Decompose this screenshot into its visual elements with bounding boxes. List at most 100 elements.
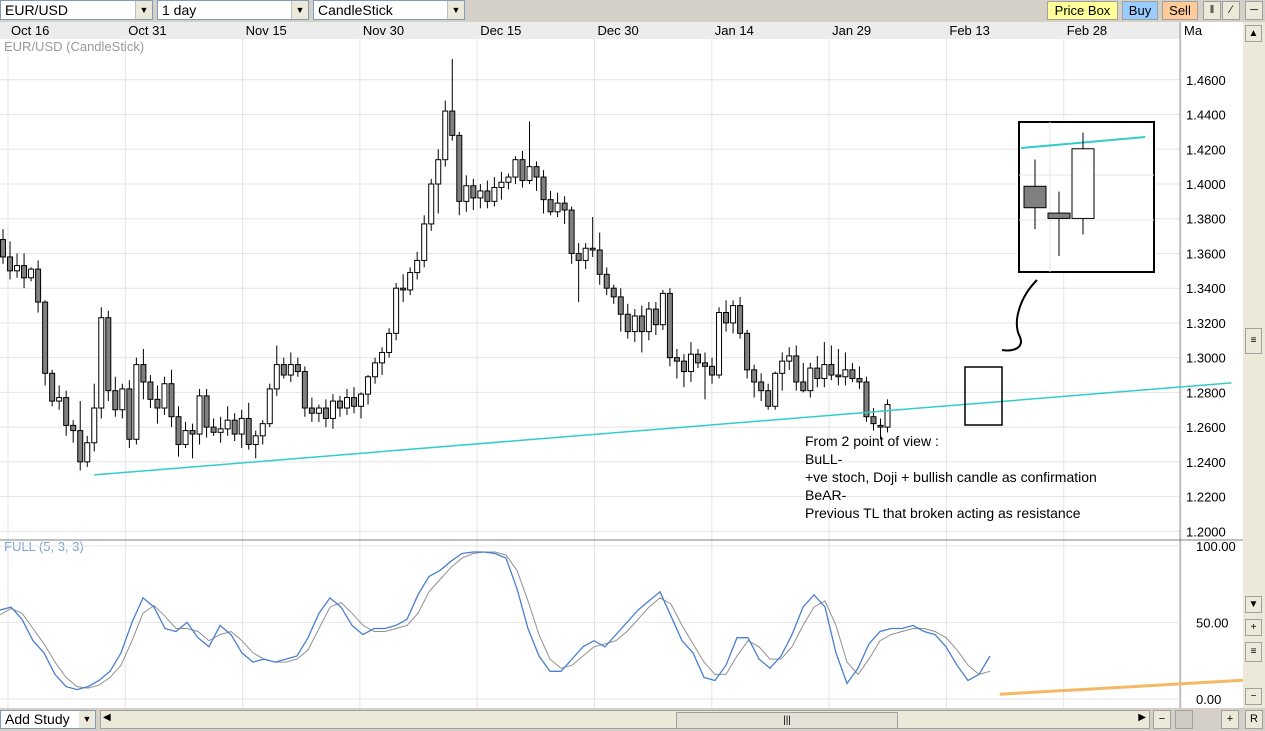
price-box-button[interactable]: Price Box: [1047, 1, 1118, 20]
scroll-thumb[interactable]: ≡: [1245, 328, 1262, 354]
vertical-scrollbar[interactable]: ▲ ≡ ▼ + ≡ −: [1243, 22, 1265, 708]
price-axis-labels: 1.2000 1.2200 1.2400 1.2600 1.2800 1.3000 1.32…: [1186, 73, 1226, 540]
candle: [758, 373, 765, 402]
chart-area[interactable]: Oct 16 Oct 31 Nov 15 Nov 30 Dec 15 Dec 30 Jan …: [0, 22, 1265, 708]
bottom-bar: Add Study ▼ ◀ ||| ▶ − + R: [0, 708, 1265, 731]
buy-button[interactable]: Buy: [1122, 1, 1158, 20]
pane-splitter[interactable]: ≡: [1245, 642, 1262, 662]
candle: [828, 345, 835, 381]
candle: [456, 131, 463, 216]
inset-candle: [1047, 191, 1071, 256]
candle: [379, 347, 386, 376]
chart-style-select[interactable]: CandleStick ▼: [313, 0, 465, 20]
candle: [35, 260, 42, 313]
candle: [723, 300, 730, 332]
candle: [343, 388, 350, 415]
candle: [140, 348, 147, 400]
candle: [217, 416, 224, 443]
chevron-down-icon[interactable]: ▼: [135, 1, 152, 19]
candle: [294, 357, 301, 377]
chevron-down-icon[interactable]: ▼: [79, 711, 95, 728]
candles-layer: [0, 58, 891, 471]
candle: [224, 406, 231, 436]
price-tick-label: 1.2400: [1186, 455, 1226, 470]
candle: [709, 357, 716, 384]
candle: [617, 288, 624, 332]
scroll-down-icon[interactable]: ▼: [1245, 596, 1262, 613]
date-tick-label: Feb 28: [1067, 23, 1107, 38]
horizontal-scroll-thumb[interactable]: |||: [676, 712, 898, 729]
zoom-inset[interactable]: [1018, 121, 1155, 273]
candle: [638, 305, 645, 353]
candle: [737, 296, 744, 339]
trendline[interactable]: [94, 382, 1232, 476]
candle: [449, 58, 456, 141]
stoch-support-line[interactable]: [999, 677, 1265, 696]
candle: [189, 423, 196, 459]
scroll-up-icon[interactable]: ▲: [1245, 25, 1262, 42]
interval-select[interactable]: 1 day ▼: [157, 0, 309, 20]
candle: [744, 329, 751, 379]
candle: [442, 100, 449, 167]
chevron-down-icon[interactable]: ▼: [447, 1, 464, 19]
candle: [42, 300, 49, 386]
stoch-k-line[interactable]: [0, 551, 991, 691]
candle: [533, 161, 540, 191]
candle: [161, 376, 168, 415]
connector-curve: [1001, 279, 1038, 352]
candle: [856, 366, 863, 389]
candle: [28, 267, 35, 282]
horizontal-scrollbar[interactable]: ◀ ||| ▶: [100, 710, 1150, 729]
price-tick-label: 1.4200: [1186, 142, 1226, 157]
candle: [470, 178, 477, 211]
reset-button[interactable]: R: [1245, 710, 1263, 729]
price-tick-label: 1.3600: [1186, 246, 1226, 261]
zoom-out-icon[interactable]: −: [1153, 710, 1171, 729]
x-gridlines: [7, 22, 1182, 708]
stoch-tick-label: 50.00: [1196, 615, 1229, 630]
candle: [807, 362, 814, 398]
candle: [119, 383, 126, 419]
zoom-out-icon[interactable]: −: [1245, 688, 1262, 705]
candle: [407, 267, 414, 296]
draw-line-icon[interactable]: ∕: [1222, 1, 1240, 20]
add-study-select[interactable]: Add Study ▼: [0, 710, 96, 729]
scroll-right-icon[interactable]: ▶: [1138, 712, 1146, 723]
chart-svg[interactable]: Oct 16 Oct 31 Nov 15 Nov 30 Dec 15 Dec 30 Jan …: [0, 22, 1265, 708]
candle: [575, 243, 582, 303]
scroll-left-icon[interactable]: ◀: [103, 712, 111, 723]
candle: [589, 216, 596, 257]
candle: [659, 289, 666, 330]
zoom-in-icon[interactable]: +: [1245, 619, 1262, 636]
annotation-line-3: +ve stoch, Doji + bullish candle as conf…: [805, 469, 1097, 485]
date-tick-label: Nov 15: [246, 23, 287, 38]
symbol-select[interactable]: EUR/USD ▼: [0, 0, 153, 20]
price-tick-label: 1.3400: [1186, 281, 1226, 296]
add-study-label: Add Study: [5, 711, 70, 727]
candle: [526, 121, 533, 185]
price-tick-label: 1.4600: [1186, 73, 1226, 88]
zoom-in-icon[interactable]: +: [1221, 710, 1239, 729]
candle: [182, 421, 189, 448]
candle: [126, 380, 133, 448]
candle: [491, 177, 498, 207]
candle: [603, 267, 610, 296]
sell-button[interactable]: Sell: [1162, 1, 1198, 20]
zoom-level-slot[interactable]: [1175, 710, 1193, 729]
chart-label: EUR/USD (CandleStick): [4, 39, 144, 54]
candle: [512, 156, 519, 185]
highlight-box[interactable]: [964, 366, 1003, 426]
annotation-line-1: From 2 point of view :: [805, 433, 939, 449]
stoch-d-line[interactable]: [0, 551, 991, 689]
candle: [428, 178, 435, 231]
candle: [694, 348, 701, 369]
draw-bars-icon[interactable]: ‖: [1203, 1, 1221, 20]
stoch-tick-label: 0.00: [1196, 692, 1221, 707]
candle: [561, 196, 568, 224]
minimize-icon[interactable]: ─: [1245, 1, 1263, 20]
candle: [175, 406, 182, 457]
candle: [259, 420, 266, 445]
candle: [702, 352, 708, 400]
chevron-down-icon[interactable]: ▼: [291, 1, 308, 19]
inset-candles: [1023, 132, 1095, 256]
